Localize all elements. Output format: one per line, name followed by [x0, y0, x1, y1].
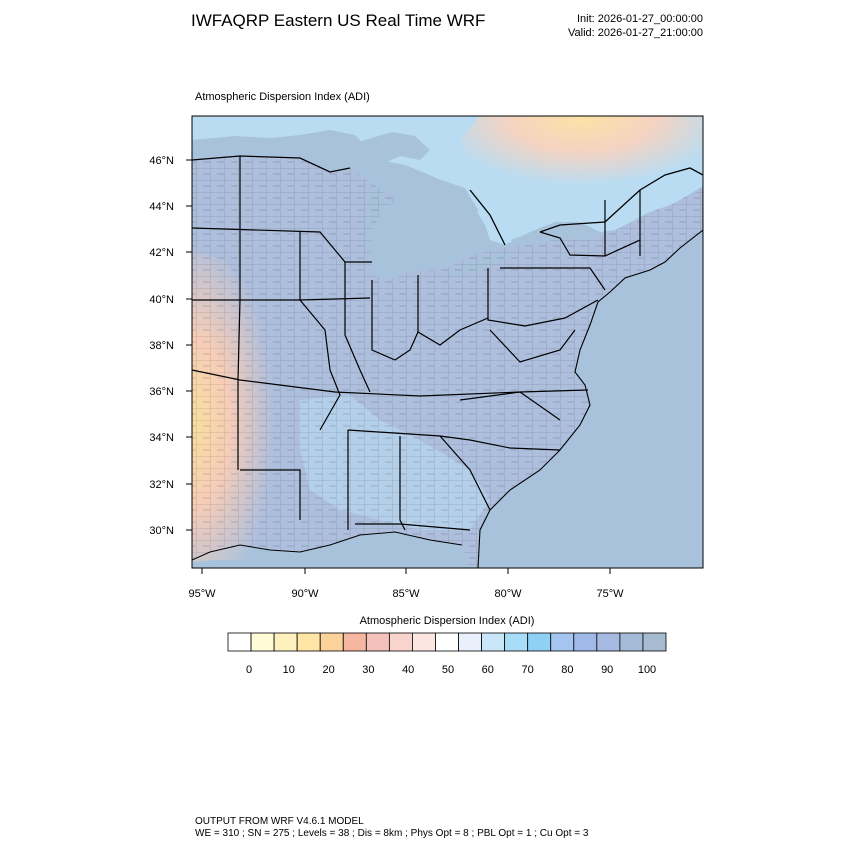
colorbar-swatch — [504, 632, 529, 652]
colorbar-tick-label: 100 — [637, 664, 657, 676]
colorbar-swatch — [573, 632, 598, 652]
colorbar-tick-label: 20 — [322, 664, 335, 676]
gulf-coast — [192, 531, 463, 561]
colorbar-title: Atmospheric Dispersion Index (ADI) — [359, 615, 535, 627]
colorbar-tick-label: 30 — [362, 664, 375, 676]
colorbar-swatch — [365, 632, 390, 652]
map-area — [192, 116, 703, 568]
colorbar-swatch — [458, 632, 482, 652]
lat-label: 36°N — [149, 386, 174, 398]
colorbar-tick-label: 80 — [561, 664, 574, 676]
colorbar-swatch — [596, 632, 621, 652]
lat-label: 40°N — [149, 294, 174, 306]
lon-axis — [201, 568, 611, 574]
map-frame — [191, 115, 704, 569]
footer-config-info: WE = 310 ; SN = 275 ; Levels = 38 ; Dis … — [195, 828, 589, 839]
colorbar-swatch — [550, 632, 575, 652]
county-lines — [192, 156, 703, 568]
lake-superior — [315, 132, 430, 172]
colorbar-swatch — [435, 632, 459, 652]
lat-label: 34°N — [149, 432, 174, 444]
colorbar-swatch — [250, 632, 275, 652]
colorbar-swatch — [273, 632, 298, 652]
colorbar-swatch — [412, 632, 436, 652]
lat-label: 42°N — [149, 247, 174, 259]
colorbar-tick-label: 10 — [282, 664, 295, 676]
colorbar-tick-label: 70 — [521, 664, 534, 676]
canada-warm-area — [460, 116, 703, 232]
colorbar-tick-label: 50 — [441, 664, 455, 676]
colorbar-swatch — [642, 632, 667, 652]
init-time: Init: 2026-01-27_00:00:00 — [577, 13, 703, 25]
coastline — [477, 188, 703, 568]
colorbar-swatch — [527, 632, 552, 652]
state-borders — [192, 156, 641, 531]
lat-labels: 46°N 44°N 42°N 40°N 38°N 36°N 34°N 32°N … — [149, 155, 174, 537]
colorbar-swatch — [619, 632, 644, 652]
lat-label: 32°N — [149, 479, 174, 491]
lat-axis — [186, 159, 192, 531]
footer-model-info: OUTPUT FROM WRF V4.6.1 MODEL — [195, 816, 364, 827]
main-title: IWFAQRP Eastern US Real Time WRF — [191, 11, 486, 30]
colorbar-tick-label: 60 — [481, 664, 494, 676]
colorbar — [227, 632, 667, 652]
lon-labels: 95°W 90°W 85°W 80°W 75°W — [188, 588, 624, 600]
lon-label: 80°W — [494, 588, 522, 600]
lat-label: 30°N — [149, 525, 174, 537]
canada-border — [192, 155, 703, 246]
valid-time: Valid: 2026-01-27_21:00:00 — [568, 27, 703, 39]
colorbar-swatch — [342, 632, 367, 652]
colorbar-tick-label: 40 — [402, 664, 415, 676]
colorbar-tick-label: 90 — [601, 664, 614, 676]
colorbar-swatch — [296, 632, 321, 652]
lon-label: 90°W — [291, 588, 319, 600]
colorbar-swatch — [481, 632, 506, 652]
lat-label: 38°N — [149, 340, 174, 352]
lat-label: 46°N — [149, 155, 174, 167]
field-title: Atmospheric Dispersion Index (ADI) — [195, 91, 370, 103]
colorbar-tick-label: 0 — [245, 664, 253, 676]
colorbar-swatch — [388, 632, 413, 652]
lat-label: 44°N — [149, 201, 174, 213]
lon-label: 95°W — [188, 588, 216, 600]
lake-huron — [405, 178, 478, 245]
colorbar-swatch — [227, 632, 252, 652]
lon-label: 85°W — [392, 588, 420, 600]
colorbar-swatch — [319, 632, 344, 652]
lon-label: 75°W — [596, 588, 624, 600]
